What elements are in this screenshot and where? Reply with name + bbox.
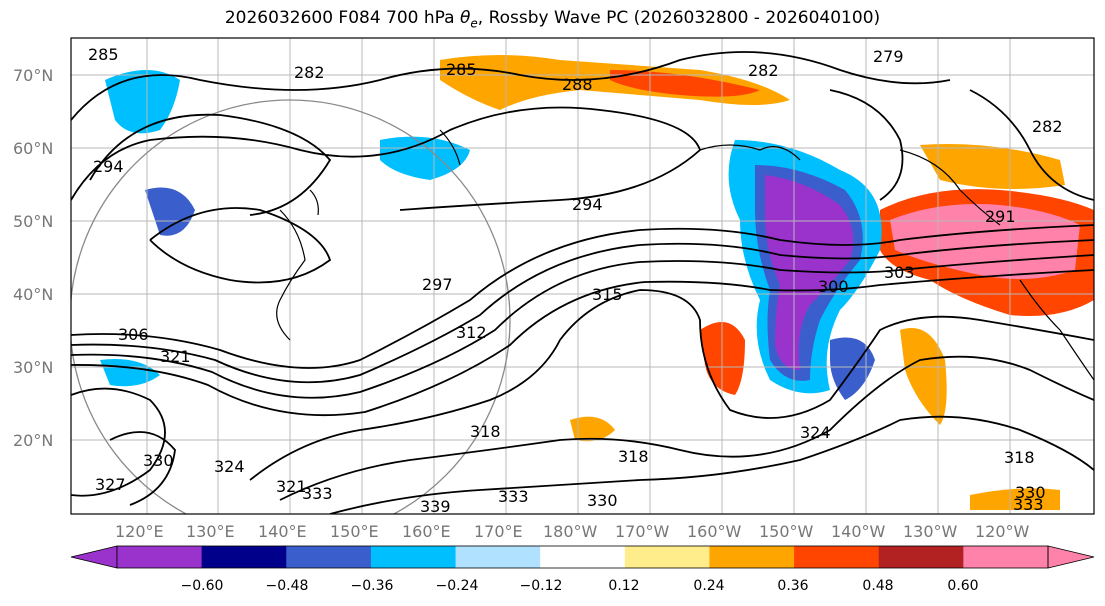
- lat-label: 30°N: [13, 358, 53, 377]
- contour-label: 294: [572, 195, 603, 214]
- lon-label: 120°E: [115, 522, 164, 541]
- colorbar-swatch: [540, 546, 626, 568]
- colorbar: [70, 545, 1095, 569]
- lat-label: 20°N: [13, 431, 53, 450]
- coastlines: [276, 129, 1094, 381]
- graticule: [71, 38, 1094, 514]
- negative-anomaly-siberia: [105, 70, 180, 134]
- colorbar-border: [116, 545, 1049, 569]
- colorbar-tick: 0.48: [862, 578, 893, 594]
- colorbar-swatch: [455, 546, 541, 568]
- contour-label: 294: [93, 157, 124, 176]
- title-suffix: , Rossby Wave PC (2026032800 - 202604010…: [477, 8, 881, 28]
- lat-label: 70°N: [13, 66, 53, 85]
- positive-anomaly-north-alaska: [920, 144, 1065, 189]
- colorbar-swatch: [117, 546, 203, 568]
- colorbar-swatch: [286, 546, 372, 568]
- chart-title: 2026032600 F084 700 hPa θe, Rossby Wave …: [0, 0, 1105, 32]
- colorbar-tick: −0.36: [351, 578, 394, 594]
- title-theta-subscript: e: [470, 16, 478, 31]
- contour-label: 282: [294, 63, 325, 82]
- contour-label: 318: [618, 447, 649, 466]
- lon-label: 140°E: [258, 522, 307, 541]
- lat-label: 50°N: [13, 212, 53, 231]
- lon-label: 170°W: [615, 522, 670, 541]
- lon-label: 150°W: [759, 522, 814, 541]
- lon-label: 150°E: [330, 522, 379, 541]
- colorbar-tick: 0.60: [947, 578, 978, 594]
- positive-anomaly-south: [570, 416, 615, 442]
- latitude-labels: 70°N 60°N 50°N 40°N 30°N 20°N: [13, 66, 53, 450]
- lon-label: 130°E: [186, 522, 235, 541]
- contour-label: 330: [143, 451, 174, 470]
- contour-label: 324: [214, 457, 245, 476]
- lon-label: 180°W: [543, 522, 598, 541]
- map-border: [70, 37, 1095, 515]
- lon-label: 130°W: [903, 522, 958, 541]
- contour-labels: 285 282 285 288 282 279 282 294 294 297 315 300 303 2…: [88, 45, 1063, 516]
- contour-label: 285: [88, 45, 119, 64]
- negative-anomaly-japan-sea: [145, 187, 195, 236]
- contour-label: 297: [422, 275, 453, 294]
- contour-label: 318: [470, 422, 501, 441]
- contour-label: 333: [498, 487, 529, 506]
- longitude-labels: 120°E 130°E 140°E 150°E 160°E 170°E 180°…: [115, 522, 1030, 541]
- reference-circle: [71, 99, 511, 514]
- title-prefix: 2026032600 F084 700 hPa: [224, 8, 460, 28]
- colorbar-extend-min: [70, 545, 118, 569]
- contour-label: 339: [420, 497, 451, 516]
- positive-anomaly-east-subtrop: [900, 328, 947, 425]
- contour-label: 327: [95, 475, 126, 494]
- colorbar-tick-labels: −0.60 −0.48 −0.36 −0.24 −0.12 0.12 0.24 …: [181, 578, 979, 594]
- contour-label: 279: [873, 47, 904, 66]
- colorbar-swatch: [370, 546, 457, 568]
- contour-label: 318: [1004, 448, 1035, 467]
- contour-label: 288: [562, 75, 593, 94]
- contour-label: 330: [587, 491, 618, 510]
- contour-label: 321: [276, 477, 307, 496]
- colorbar-swatch: [794, 546, 880, 568]
- positive-anomaly-southeast: [970, 488, 1060, 510]
- title-theta: θ: [460, 8, 471, 28]
- contour-label: 330: [1015, 483, 1046, 502]
- colorbar-swatch: [709, 546, 795, 568]
- colorbar-swatch: [878, 546, 964, 568]
- colorbar-tick: 0.12: [608, 578, 639, 594]
- contour-label: 282: [1032, 117, 1063, 136]
- map-plot-area: [71, 38, 1094, 514]
- lon-label: 120°W: [975, 522, 1030, 541]
- contour-label: 291: [985, 207, 1016, 226]
- contour-label: 300: [818, 277, 849, 296]
- contour-label: 303: [884, 263, 915, 282]
- contour-label: 306: [118, 325, 149, 344]
- lat-label: 60°N: [13, 139, 53, 158]
- lon-label: 170°E: [474, 522, 523, 541]
- contour-label: 324: [800, 423, 831, 442]
- theta-e-contours: [71, 51, 1094, 514]
- colorbar-tick: 0.24: [693, 578, 724, 594]
- contour-label: 321: [160, 347, 191, 366]
- lon-label: 140°W: [831, 522, 886, 541]
- colorbar-tick: −0.12: [520, 578, 563, 594]
- contour-label: 315: [592, 285, 623, 304]
- contour-label: 333: [1013, 495, 1044, 514]
- colorbar-tick: −0.24: [436, 578, 479, 594]
- colorbar-extend-max: [1047, 545, 1095, 569]
- lon-label: 160°E: [402, 522, 451, 541]
- colorbar-tick: −0.60: [181, 578, 224, 594]
- colorbar-tick: −0.48: [266, 578, 309, 594]
- colorbar-swatch: [201, 546, 287, 568]
- contour-label: 312: [456, 323, 487, 342]
- lat-label: 40°N: [13, 285, 53, 304]
- lon-label: 160°W: [687, 522, 742, 541]
- colorbar-swatch: [963, 546, 1049, 568]
- colorbar-swatch: [624, 546, 710, 568]
- contour-label: 282: [748, 61, 779, 80]
- contour-label: 285: [446, 60, 477, 79]
- colorbar-tick: 0.36: [777, 578, 808, 594]
- contour-label: 333: [302, 484, 333, 503]
